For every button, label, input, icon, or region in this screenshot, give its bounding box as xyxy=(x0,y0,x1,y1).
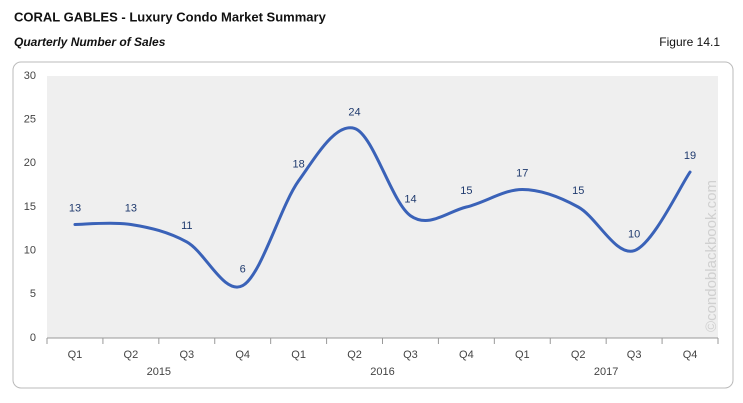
x-tick-label: Q2 xyxy=(124,349,139,361)
watermark: ©condoblackbook.com xyxy=(703,180,720,332)
x-tick-label: Q1 xyxy=(291,349,306,361)
x-tick-label: Q3 xyxy=(627,349,642,361)
figure-label: Figure 14.1 xyxy=(659,35,720,49)
x-tick-label: Q2 xyxy=(571,349,586,361)
chart-subtitle: Quarterly Number of Sales xyxy=(14,35,166,49)
data-label: 19 xyxy=(684,150,696,162)
data-label: 17 xyxy=(516,167,528,179)
data-label: 13 xyxy=(125,202,137,214)
data-label: 15 xyxy=(460,185,472,197)
x-tick-label: Q3 xyxy=(179,349,194,361)
x-tick-label: Q4 xyxy=(459,349,474,361)
data-label: 13 xyxy=(69,202,81,214)
y-tick-label: 10 xyxy=(24,245,36,257)
y-tick-label: 5 xyxy=(30,288,36,300)
data-label: 18 xyxy=(293,159,305,171)
x-tick-label: Q3 xyxy=(403,349,418,361)
data-line xyxy=(73,126,692,289)
x-tick-label: Q4 xyxy=(683,349,698,361)
y-tick-label: 20 xyxy=(24,157,36,169)
data-label: 6 xyxy=(240,264,246,276)
plot-area xyxy=(47,76,718,338)
x-group-label: 2017 xyxy=(594,366,618,378)
y-tick-label: 15 xyxy=(24,201,36,213)
data-label: 10 xyxy=(628,229,640,241)
y-tick-label: 30 xyxy=(24,70,36,82)
data-label: 11 xyxy=(181,220,192,232)
x-tick-label: Q1 xyxy=(515,349,530,361)
x-tick-label: Q2 xyxy=(347,349,362,361)
y-tick-label: 0 xyxy=(30,332,36,344)
data-label: 24 xyxy=(348,106,360,118)
x-tick-label: Q1 xyxy=(68,349,83,361)
data-label: 14 xyxy=(404,194,416,206)
chart-title: CORAL GABLES - Luxury Condo Market Summa… xyxy=(14,9,327,24)
x-group-label: 2016 xyxy=(370,366,394,378)
y-tick-label: 25 xyxy=(24,114,36,126)
x-group-label: 2015 xyxy=(147,366,171,378)
data-label: 15 xyxy=(572,185,584,197)
x-tick-label: Q4 xyxy=(235,349,250,361)
